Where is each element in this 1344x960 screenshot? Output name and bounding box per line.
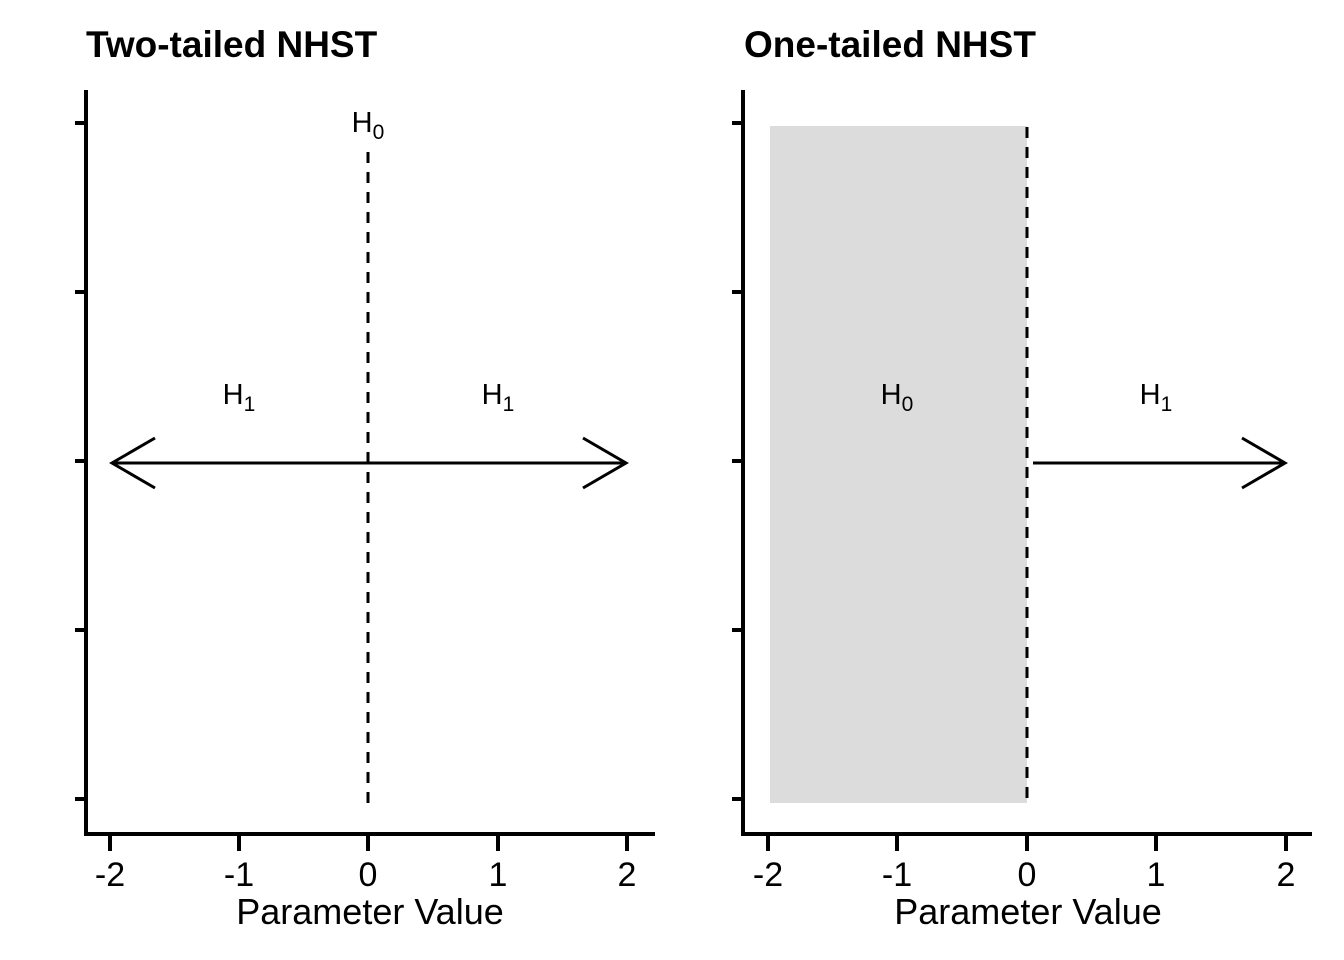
panel-title: Two-tailed NHST (86, 24, 378, 65)
x-tick-label: 0 (1018, 856, 1037, 894)
x-tick-label: -1 (224, 856, 254, 894)
x-tick-label: -2 (95, 856, 125, 894)
h1-label: H1 (1140, 379, 1173, 416)
h0-label: H0 (352, 107, 385, 144)
x-tick-label: 1 (1147, 856, 1166, 894)
panel-title: One-tailed NHST (744, 24, 1036, 65)
x-tick-label: 2 (1277, 856, 1296, 894)
x-tick-label: 2 (618, 856, 637, 894)
h1-label-right: H1 (482, 379, 515, 416)
arrowhead-right (582, 436, 629, 490)
panel-two-tailed: Two-tailed NHST -2 -1 0 1 2 Parameter Va… (75, 24, 655, 932)
arrowhead-right (1241, 436, 1288, 490)
x-tick-label: -1 (882, 856, 912, 894)
h0-label: H0 (881, 379, 914, 416)
arrowhead-left (109, 436, 156, 490)
panel-one-tailed: One-tailed NHST -2 -1 0 1 2 Parameter Va… (732, 24, 1312, 932)
x-tick-label: 0 (359, 856, 378, 894)
h0-shaded-region (770, 126, 1027, 803)
x-axis-label: Parameter Value (236, 891, 503, 932)
x-tick-label: -2 (753, 856, 783, 894)
h1-label-left: H1 (223, 379, 256, 416)
x-axis-label: Parameter Value (894, 891, 1161, 932)
x-tick-label: 1 (489, 856, 508, 894)
